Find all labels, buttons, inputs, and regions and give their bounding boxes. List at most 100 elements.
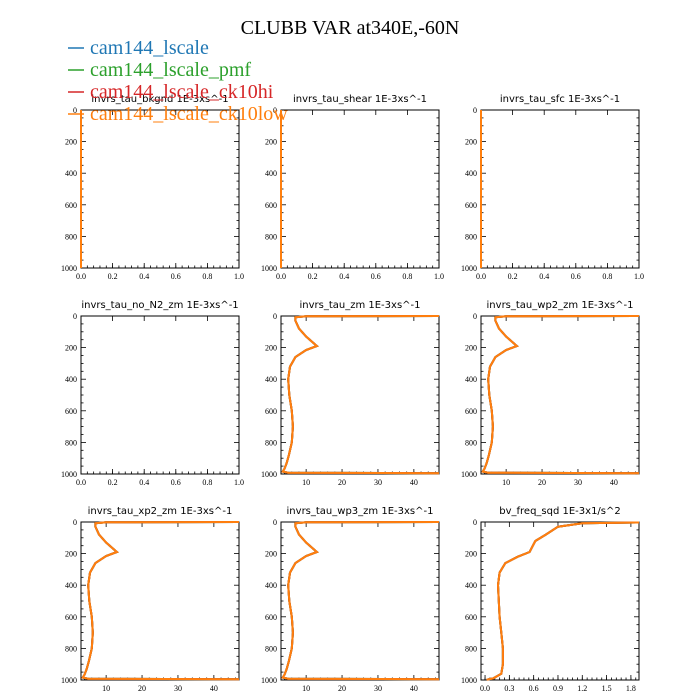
- legend-label: cam144_lscale_ck10low: [90, 103, 288, 125]
- series-line: [486, 521, 640, 681]
- x-tick-label: 20: [338, 684, 346, 693]
- y-tick-label: 600: [465, 613, 477, 622]
- y-tick-label: 400: [265, 581, 277, 590]
- y-tick-label: 800: [265, 644, 277, 653]
- x-tick-label: 0.3: [504, 684, 514, 693]
- panel-6: invrs_tau_wp2_zm 1E-3xs^-1 0 200 400 600 800 1…: [461, 300, 640, 487]
- series-line: [281, 315, 440, 475]
- series-line: [81, 521, 240, 681]
- legend-label: cam144_lscale_pmf: [90, 59, 251, 81]
- x-tick-label: 30: [374, 684, 382, 693]
- plot-frame: [280, 521, 440, 681]
- y-tick-label: 400: [465, 581, 477, 590]
- y-tick-label: 200: [465, 344, 477, 353]
- y-tick-label: 800: [465, 644, 477, 653]
- x-tick-label: 0.4: [139, 272, 149, 281]
- legend-label: cam144_lscale_ck10hi: [90, 81, 274, 103]
- plot-frame: [80, 315, 240, 475]
- y-tick-label: 0: [473, 106, 477, 115]
- x-tick-label: 0.9: [553, 684, 563, 693]
- y-tick-label: 600: [465, 201, 477, 210]
- legend-label: cam144_lscale: [90, 37, 209, 59]
- x-tick-label: 20: [338, 478, 346, 487]
- x-tick-label: 20: [138, 684, 146, 693]
- plot-frame: [480, 109, 640, 269]
- panel-title: invrs_tau_wp2_zm 1E-3xs^-1: [487, 300, 634, 311]
- y-tick-label: 0: [73, 106, 77, 115]
- x-tick-label: 0.0: [276, 272, 286, 281]
- x-tick-label: 0.2: [508, 272, 518, 281]
- plot-frame: [80, 109, 240, 269]
- x-tick-label: 30: [574, 478, 582, 487]
- x-tick-label: 40: [410, 684, 418, 693]
- y-tick-label: 600: [65, 201, 77, 210]
- panels-grid: invrs_tau_bkgnd 1E-3xs^-1020040060080010…: [61, 94, 644, 693]
- y-tick-label: 0: [273, 518, 277, 527]
- y-tick-label: 400: [265, 375, 277, 384]
- x-tick-label: 0.8: [602, 272, 612, 281]
- y-tick-label: 600: [65, 407, 77, 416]
- y-tick-label: 400: [65, 581, 77, 590]
- x-tick-label: 10: [302, 478, 310, 487]
- x-tick-label: 0.2: [108, 478, 118, 487]
- series-line: [281, 521, 440, 681]
- x-tick-label: 0.6: [171, 478, 181, 487]
- panel-title: invrs_tau_bkgnd 1E-3xs^-1: [91, 94, 228, 105]
- x-tick-label: 1.0: [234, 478, 244, 487]
- y-tick-label: 1000: [261, 470, 277, 479]
- panel-title: bv_freq_sqd 1E-3x1/s^2: [499, 506, 621, 517]
- panel-1: invrs_tau_bkgnd 1E-3xs^-1 0 200 400 600 800 10…: [61, 94, 244, 281]
- plot-frame: [80, 521, 240, 681]
- y-tick-label: 1000: [461, 676, 477, 685]
- y-tick-label: 400: [65, 375, 77, 384]
- x-tick-label: 0.2: [308, 272, 318, 281]
- panel-2: invrs_tau_shear 1E-3xs^-1 0 200 400 600 800 10…: [261, 94, 444, 281]
- x-tick-label: 0.0: [476, 272, 486, 281]
- panel-title: invrs_tau_xp2_zm 1E-3xs^-1: [88, 506, 233, 517]
- x-tick-label: 0.0: [76, 478, 86, 487]
- x-tick-label: 10: [102, 684, 110, 693]
- y-tick-label: 0: [273, 312, 277, 321]
- y-tick-label: 200: [65, 138, 77, 147]
- panel-title: invrs_tau_no_N2_zm 1E-3xs^-1: [81, 300, 238, 311]
- x-tick-label: 30: [174, 684, 182, 693]
- panel-title: invrs_tau_sfc 1E-3xs^-1: [500, 94, 620, 105]
- series-line: [281, 521, 440, 681]
- series-line: [486, 521, 640, 681]
- plot-frame: [480, 315, 640, 475]
- y-tick-label: 200: [265, 344, 277, 353]
- y-tick-label: 600: [265, 201, 277, 210]
- series-line: [281, 521, 440, 681]
- x-tick-label: 0.6: [371, 272, 381, 281]
- series-line: [281, 521, 440, 681]
- x-tick-label: 0.8: [402, 272, 412, 281]
- x-tick-label: 0.4: [139, 478, 149, 487]
- x-tick-label: 0.6: [529, 684, 539, 693]
- panel-title: invrs_tau_shear 1E-3xs^-1: [293, 94, 427, 105]
- y-tick-label: 600: [265, 613, 277, 622]
- x-tick-label: 1.2: [577, 684, 587, 693]
- x-tick-label: 1.0: [234, 272, 244, 281]
- panel-title: invrs_tau_zm 1E-3xs^-1: [299, 300, 420, 311]
- panel-3: invrs_tau_sfc 1E-3xs^-1 0 200 400 600 800 1000…: [461, 94, 644, 281]
- y-tick-label: 200: [65, 550, 77, 559]
- y-tick-label: 400: [465, 375, 477, 384]
- y-tick-label: 0: [73, 518, 77, 527]
- x-tick-label: 1.8: [626, 684, 636, 693]
- series-line: [81, 521, 240, 681]
- panel-4: invrs_tau_no_N2_zm 1E-3xs^-1 0 200 400 600 80…: [61, 300, 244, 487]
- panel-9: bv_freq_sqd 1E-3x1/s^2020040060080010000…: [461, 506, 640, 693]
- y-tick-label: 0: [273, 106, 277, 115]
- y-tick-label: 1000: [461, 264, 477, 273]
- series-line: [481, 315, 640, 475]
- plot-frame: [480, 521, 640, 681]
- x-tick-label: 0.8: [202, 272, 212, 281]
- x-tick-label: 40: [210, 684, 218, 693]
- y-tick-label: 800: [265, 438, 277, 447]
- series-line: [481, 315, 640, 475]
- x-tick-label: 0.0: [76, 272, 86, 281]
- x-tick-label: 1.5: [602, 684, 612, 693]
- y-tick-label: 1000: [261, 676, 277, 685]
- x-tick-label: 0.6: [171, 272, 181, 281]
